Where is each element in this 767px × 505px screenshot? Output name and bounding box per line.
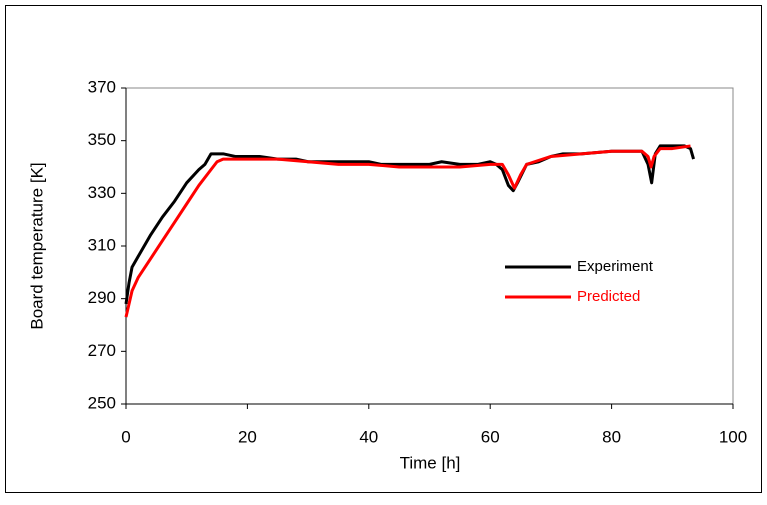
x-tick-label: 60 xyxy=(481,427,500,446)
y-tick-label: 350 xyxy=(88,130,116,149)
x-tick-label: 0 xyxy=(121,427,130,446)
x-tick-label: 40 xyxy=(359,427,378,446)
x-axis-label: Time [h] xyxy=(400,453,461,472)
legend-label: Predicted xyxy=(577,288,640,305)
x-tick-label: 100 xyxy=(719,427,747,446)
y-tick-label: 370 xyxy=(88,77,116,96)
x-tick-label: 80 xyxy=(602,427,621,446)
x-tick-label: 20 xyxy=(238,427,257,446)
legend-label: Experiment xyxy=(577,258,654,275)
y-axis-label: Board temperature [K] xyxy=(27,162,46,329)
data-line xyxy=(124,144,691,318)
y-tick-label: 310 xyxy=(88,235,116,254)
y-tick-label: 330 xyxy=(88,183,116,202)
chart-frame xyxy=(5,5,762,493)
y-tick-label: 290 xyxy=(88,288,116,307)
y-tick-label: 270 xyxy=(88,341,116,360)
y-tick-label: 250 xyxy=(88,393,116,412)
